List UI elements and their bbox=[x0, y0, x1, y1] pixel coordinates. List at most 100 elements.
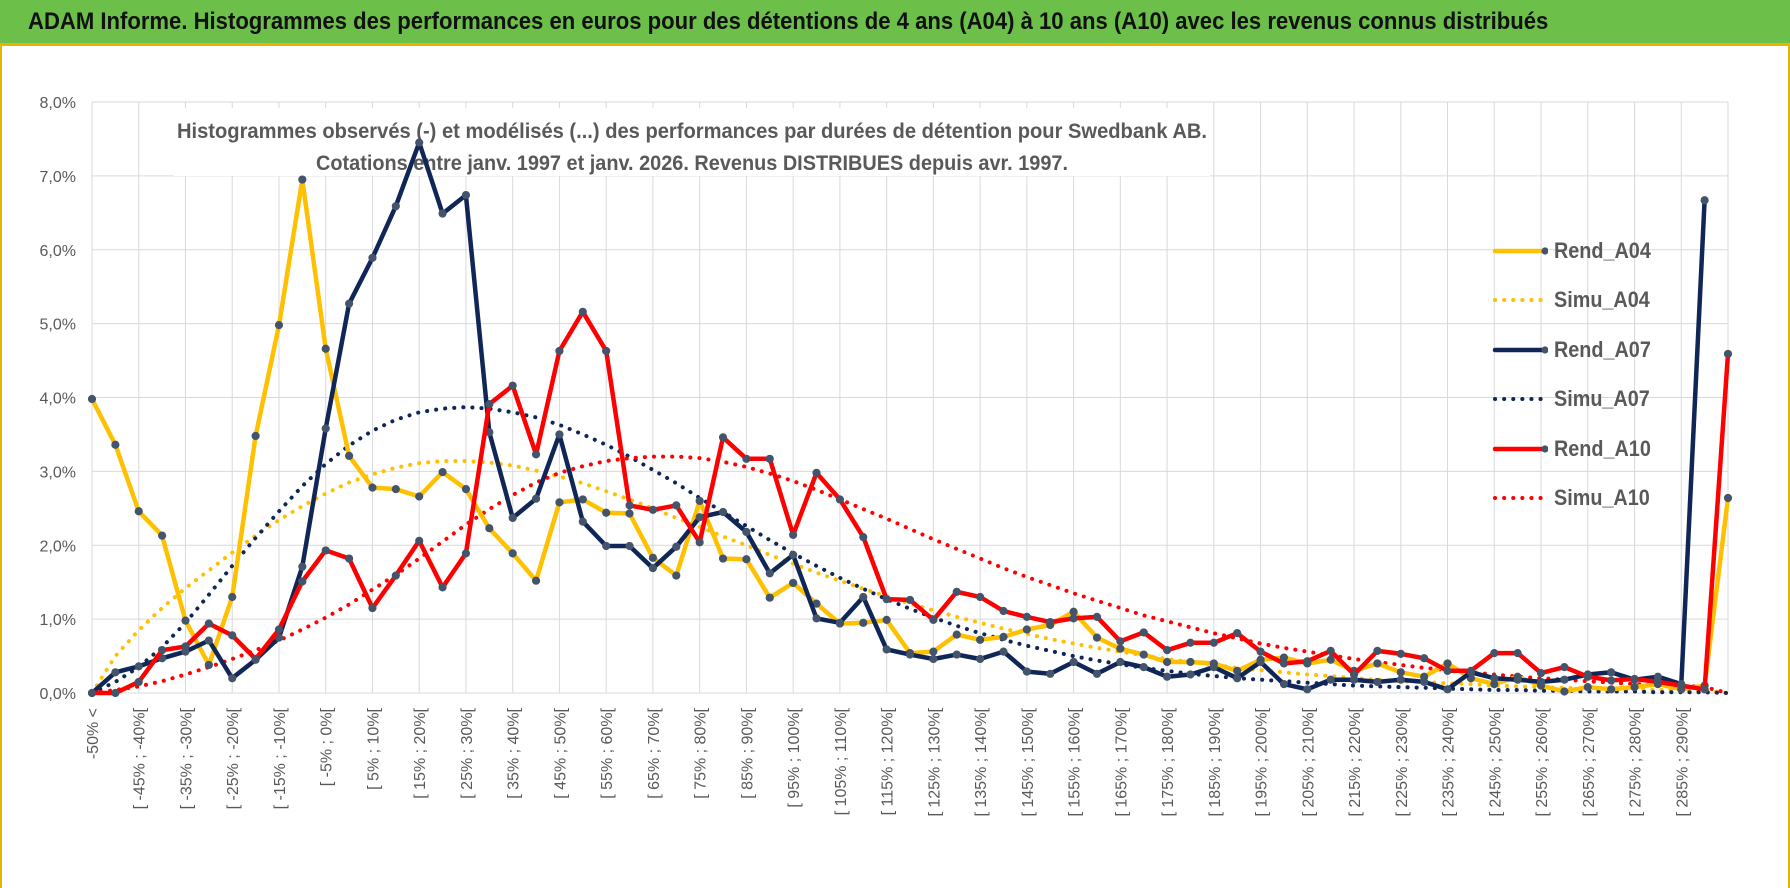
data-point-rend-a07 bbox=[1022, 667, 1031, 676]
data-point-rend-a10 bbox=[1373, 646, 1382, 655]
data-point-rend-a04 bbox=[1233, 666, 1242, 675]
data-point-rend-a07 bbox=[555, 430, 564, 439]
data-point-rend-a07 bbox=[602, 541, 611, 551]
title-background bbox=[174, 108, 1210, 176]
data-point-rend-a04 bbox=[1022, 625, 1031, 634]
chart-title: Histogrammes observés (-) et modélisés (… bbox=[177, 120, 1207, 143]
data-point-rend-a07 bbox=[742, 527, 751, 537]
data-point-rend-a04 bbox=[1607, 685, 1616, 694]
data-point-rend-a10 bbox=[1349, 670, 1359, 679]
banner-title: ADAM Informe. Histogrammes des performan… bbox=[28, 8, 1549, 35]
data-point-rend-a07 bbox=[415, 138, 424, 147]
data-point-rend-a10 bbox=[158, 646, 167, 655]
data-point-rend-a10 bbox=[1092, 612, 1102, 622]
data-point-rend-a04 bbox=[1583, 682, 1592, 692]
legend-label: Simu_A04 bbox=[1554, 287, 1650, 313]
x-tick-label: [ 155% ; 160%[ bbox=[1067, 707, 1084, 816]
data-point-rend-a10 bbox=[1303, 657, 1312, 666]
legend-swatch bbox=[1492, 247, 1548, 255]
x-tick-label: [ 175% ; 180%[ bbox=[1160, 707, 1177, 816]
y-tick-label: 8,0% bbox=[40, 95, 76, 112]
data-point-rend-a07 bbox=[905, 650, 915, 659]
data-point-rend-a07 bbox=[789, 550, 798, 559]
x-tick-label: [ 215% ; 220%[ bbox=[1347, 707, 1364, 816]
x-tick-label: [ 35% ; 40%[ bbox=[506, 707, 523, 798]
data-point-rend-a04 bbox=[134, 507, 143, 516]
y-tick-label: 3,0% bbox=[40, 464, 76, 481]
y-tick-label: 4,0% bbox=[40, 391, 76, 408]
data-point-rend-a07 bbox=[695, 513, 704, 522]
data-point-rend-a10 bbox=[1677, 681, 1686, 690]
data-point-rend-a10 bbox=[87, 688, 97, 698]
data-point-rend-a10 bbox=[251, 654, 260, 664]
x-tick-label: [ 25% ; 30%[ bbox=[459, 707, 476, 798]
data-point-rend-a10 bbox=[976, 592, 985, 602]
data-point-rend-a10 bbox=[1420, 654, 1429, 663]
data-point-rend-a07 bbox=[391, 202, 400, 211]
data-point-rend-a04 bbox=[555, 498, 564, 507]
data-point-rend-a04 bbox=[789, 578, 798, 588]
data-point-rend-a04 bbox=[1092, 633, 1102, 642]
data-point-rend-a10 bbox=[555, 346, 564, 356]
data-point-rend-a04 bbox=[695, 496, 704, 506]
histogram-chart: 0,0% 1,0% 2,0% 3,0% 4,0% 5,0% 6,0% 7,0% 8,0% -50%… bbox=[40, 95, 1733, 817]
y-tick-label: 0,0% bbox=[40, 686, 76, 703]
x-tick-label: [ 85% ; 90%[ bbox=[739, 707, 756, 798]
legend-item-rend-a07: Rend_A07 bbox=[1492, 325, 1682, 375]
x-tick-label: [ 45% ; 50%[ bbox=[552, 707, 569, 798]
data-point-rend-a07 bbox=[812, 614, 821, 623]
data-point-rend-a10 bbox=[1490, 649, 1499, 658]
data-point-rend-a04 bbox=[742, 555, 751, 564]
data-point-rend-a07 bbox=[1233, 674, 1242, 683]
data-point-rend-a10 bbox=[1583, 672, 1592, 681]
data-point-rend-a07 bbox=[578, 517, 587, 526]
data-point-rend-a04 bbox=[1116, 644, 1125, 653]
y-tick-label: 1,0% bbox=[40, 612, 76, 629]
data-point-rend-a10 bbox=[1466, 666, 1476, 675]
data-point-rend-a04 bbox=[1560, 687, 1569, 696]
x-tick-label: [ 185% ; 190%[ bbox=[1207, 707, 1224, 816]
data-point-rend-a07 bbox=[765, 569, 774, 578]
x-tick-label: [ 275% ; 280%[ bbox=[1628, 707, 1645, 816]
data-point-rend-a10 bbox=[1326, 646, 1335, 655]
x-tick-label: [ 265% ; 270%[ bbox=[1581, 707, 1598, 816]
x-tick-label: [ 55% ; 60%[ bbox=[599, 707, 616, 798]
data-point-rend-a07 bbox=[1162, 672, 1172, 681]
data-point-rend-a10 bbox=[438, 583, 447, 592]
data-point-rend-a07 bbox=[976, 654, 985, 664]
data-point-rend-a07 bbox=[1116, 657, 1125, 667]
data-point-rend-a10 bbox=[204, 619, 213, 628]
legend-label: Simu_A07 bbox=[1554, 386, 1650, 412]
data-point-rend-a04 bbox=[648, 553, 658, 562]
x-tick-label: [ 5% ; 10%[ bbox=[365, 707, 382, 789]
data-point-rend-a04 bbox=[672, 571, 681, 580]
data-point-rend-a04 bbox=[625, 509, 634, 518]
x-tick-label: [ 165% ; 170%[ bbox=[1113, 707, 1130, 816]
legend-marker bbox=[1541, 445, 1548, 453]
x-tick-label: [ 225% ; 230%[ bbox=[1394, 707, 1411, 816]
data-point-rend-a04 bbox=[368, 483, 377, 492]
data-point-rend-a10 bbox=[368, 603, 377, 613]
data-point-rend-a04 bbox=[1443, 659, 1452, 668]
legend-item-rend-a04: Rend_A04 bbox=[1492, 226, 1682, 276]
data-point-rend-a10 bbox=[1046, 617, 1055, 627]
legend-marker bbox=[1541, 247, 1548, 255]
data-point-rend-a10 bbox=[1279, 659, 1289, 668]
data-point-rend-a07 bbox=[718, 507, 728, 517]
data-point-rend-a07 bbox=[461, 190, 471, 200]
legend: Rend_A04 Simu_A04 Rend_A07 Simu_A07 Rend_A10… bbox=[1492, 226, 1682, 523]
data-point-rend-a07 bbox=[648, 564, 658, 573]
data-point-rend-a07 bbox=[368, 253, 377, 262]
x-tick-label: [ 245% ; 250%[ bbox=[1487, 707, 1504, 816]
data-point-rend-a10 bbox=[228, 631, 237, 640]
data-point-rend-a04 bbox=[111, 440, 120, 449]
data-point-rend-a10 bbox=[789, 530, 798, 540]
data-point-rend-a10 bbox=[344, 554, 354, 563]
data-point-rend-a10 bbox=[765, 454, 774, 463]
data-point-rend-a10 bbox=[1653, 677, 1662, 687]
data-point-rend-a07 bbox=[1209, 663, 1218, 672]
data-point-rend-a10 bbox=[742, 454, 751, 463]
legend-label: Rend_A10 bbox=[1554, 435, 1651, 461]
data-point-rend-a04 bbox=[1326, 655, 1335, 664]
data-point-rend-a07 bbox=[1420, 677, 1429, 687]
